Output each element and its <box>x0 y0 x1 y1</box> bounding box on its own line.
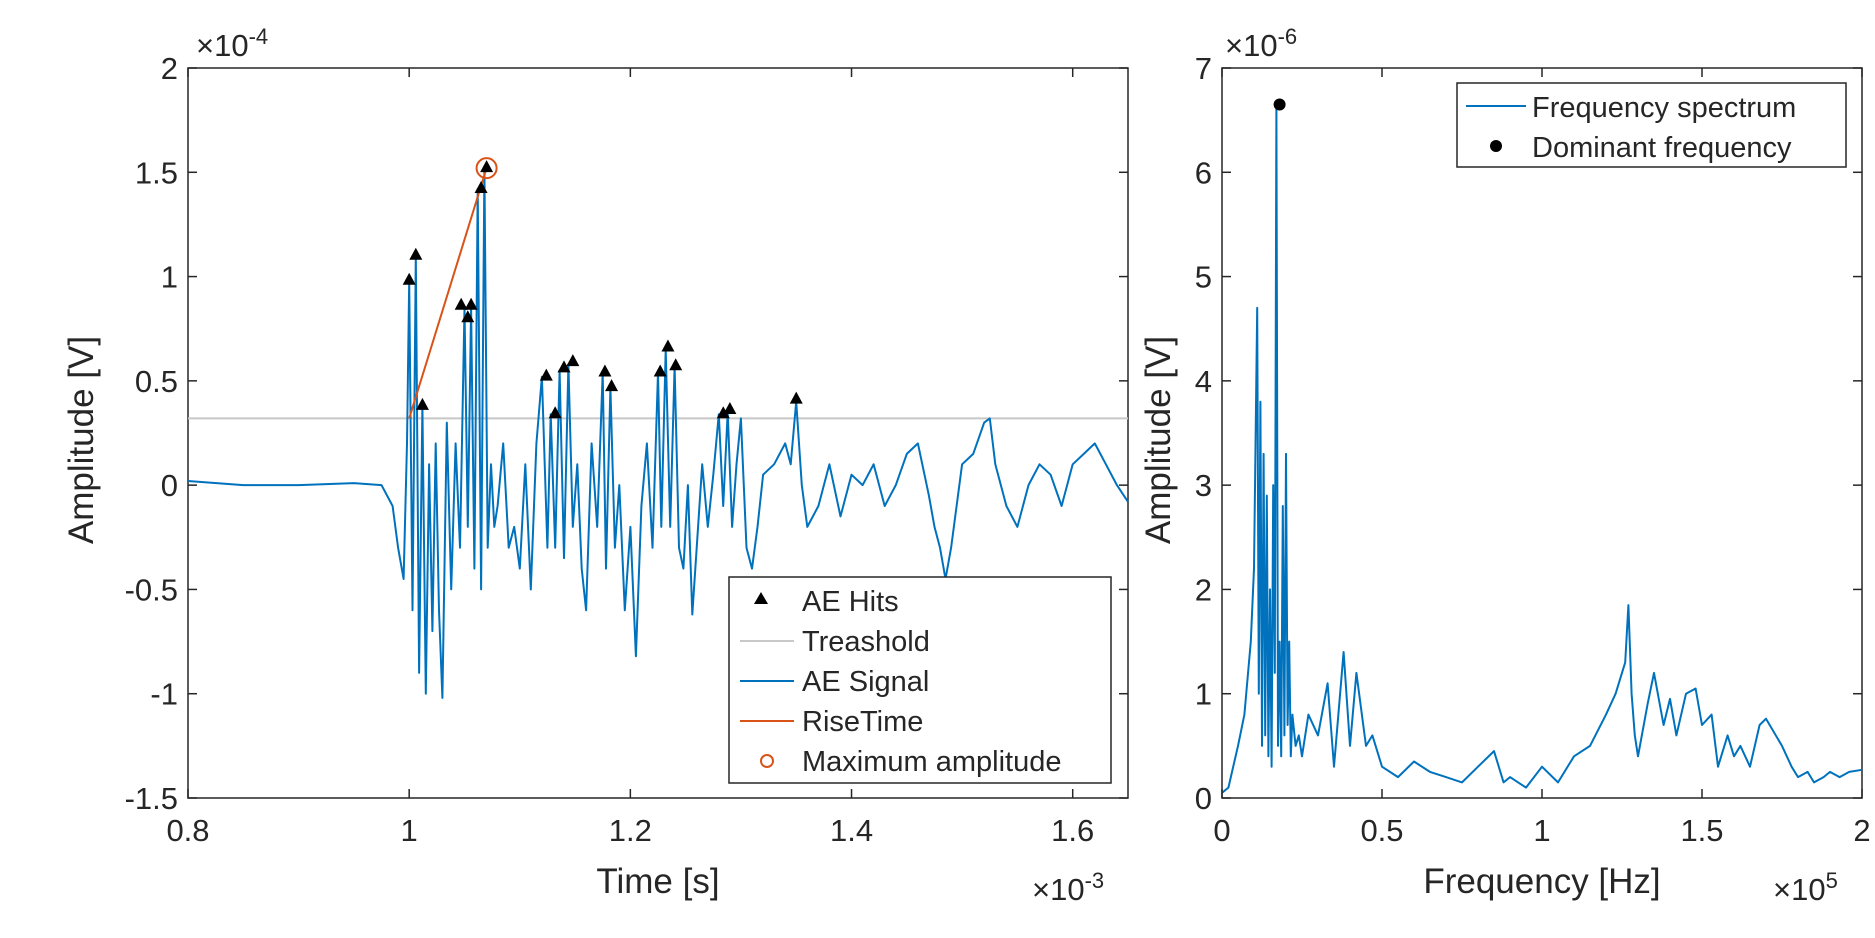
plot2-y-tick-label: 3 <box>1195 468 1212 503</box>
plot1-x-tick-label: 0.8 <box>166 813 209 848</box>
legend-ae-signal-label: AE Signal <box>802 666 929 698</box>
ae-hit-marker <box>402 272 416 285</box>
plot1-y-tick-label: -0.5 <box>125 572 178 607</box>
legend-dominant-frequency-marker <box>1490 140 1502 152</box>
ae-hit-marker <box>669 358 683 371</box>
dominant-frequency-marker <box>1273 98 1286 111</box>
ae-hit-marker <box>539 368 553 381</box>
legend-ae-hits-label: AE Hits <box>802 586 899 618</box>
plot1-y-tick-label: 0 <box>161 468 178 503</box>
ae-hit-marker <box>716 406 730 419</box>
plot1-x-tick-label: 1.6 <box>1051 813 1094 848</box>
legend-risetime-label: RiseTime <box>802 706 923 738</box>
plot2-y-tick-label: 7 <box>1195 51 1212 86</box>
ae-hit-marker <box>409 247 423 260</box>
risetime-line <box>408 167 488 419</box>
ae-signal-line <box>187 167 1129 699</box>
plot1-x-exponent: ×10-3 <box>1032 868 1104 907</box>
plot2-axes-box <box>1221 67 1863 799</box>
plot2-y-tick-label: 2 <box>1195 572 1212 607</box>
ae-hit-marker <box>557 360 571 373</box>
plot2-x-axis-label: Frequency [Hz] <box>1423 862 1660 901</box>
frequency-spectrum-plot: 0 0.5 1 1.5 2 0 1 2 3 4 5 6 7 ×10-6 ×105 Frequency [… <box>1139 24 1871 907</box>
plot2-y-tick-label: 1 <box>1195 677 1212 712</box>
legend-frequency-spectrum-label: Frequency spectrum <box>1532 92 1796 124</box>
plot2-x-tick-label: 2 <box>1853 813 1870 848</box>
plot2-y-tick-label: 6 <box>1195 155 1212 190</box>
plot1-y-tick-label: 0.5 <box>135 364 178 399</box>
legend-dominant-frequency-label: Dominant frequency <box>1532 132 1792 164</box>
maximum-amplitude-marker <box>475 157 498 180</box>
plot2-y-axis-label: Amplitude [V] <box>1139 336 1178 544</box>
ae-hit-marker <box>598 364 612 377</box>
plot1-y-exponent: ×10-4 <box>196 24 268 63</box>
ae-hit-marker <box>474 180 488 193</box>
ae-hit-marker <box>789 391 803 404</box>
ae-hit-marker <box>723 402 737 415</box>
ae-hit-marker <box>480 160 494 173</box>
ae-hit-marker <box>415 397 429 410</box>
ae-hit-marker <box>548 406 562 419</box>
plot1-x-tick-label: 1 <box>401 813 418 848</box>
plot2-legend-box <box>1456 82 1847 168</box>
plot2-x-tick-label: 0 <box>1213 813 1230 848</box>
plot1-y-tick-label: 2 <box>161 51 178 86</box>
plot2-x-tick-label: 0.5 <box>1360 813 1403 848</box>
plot2-y-tick-label: 0 <box>1195 781 1212 816</box>
plot1-x-tick-label: 1.4 <box>830 813 873 848</box>
ae-hit-marker <box>464 297 478 310</box>
plot1-ticks-layer: 0.8 1 1.2 1.4 1.6 -1.5 -1 -0.5 0 0.5 1 1.5 2 <box>125 51 1128 848</box>
ae-signal-plot: 0.8 1 1.2 1.4 1.6 -1.5 -1 -0.5 0 0.5 1 1.5 2 ×10-4 ×… <box>62 24 1129 907</box>
plot1-x-tick-label: 1.2 <box>609 813 652 848</box>
plot2-y-tick-label: 5 <box>1195 260 1212 295</box>
plot2-x-exponent: ×105 <box>1773 868 1838 907</box>
legend-maximum-amplitude-marker <box>760 754 774 768</box>
plot1-y-axis-label: Amplitude [V] <box>62 336 101 544</box>
ae-hit-marker <box>566 354 580 367</box>
plot1-x-axis-label: Time [s] <box>596 862 719 901</box>
plot2-y-exponent: ×10-6 <box>1225 24 1297 63</box>
plot1-legend: AE Hits Treashold AE Signal RiseTime Max… <box>728 576 1112 784</box>
ae-hit-marker <box>661 339 675 352</box>
legend-ae-hits-marker <box>754 592 768 604</box>
plot2-y-tick-label: 4 <box>1195 364 1212 399</box>
ae-hit-marker <box>461 310 475 323</box>
frequency-spectrum-line <box>1221 103 1863 794</box>
plot1-y-tick-label: 1.5 <box>135 155 178 190</box>
ae-hit-marker <box>653 364 667 377</box>
plot1-y-tick-label: -1.5 <box>125 781 178 816</box>
legend-maximum-amplitude-label: Maximum amplitude <box>802 746 1061 778</box>
plot2-legend: Frequency spectrum Dominant frequency <box>1456 82 1847 168</box>
ae-hit-marker <box>454 297 468 310</box>
plot1-y-tick-label: -1 <box>150 677 178 712</box>
ae-hit-marker <box>605 379 619 392</box>
plot2-x-tick-label: 1 <box>1533 813 1550 848</box>
legend-threshold-label: Treashold <box>802 626 930 658</box>
plot1-series-layer <box>187 157 1129 699</box>
plot2-ticks-layer: 0 0.5 1 1.5 2 0 1 2 3 4 5 6 7 <box>1195 51 1871 848</box>
plot2-series-layer <box>1221 98 1863 794</box>
plot1-y-tick-label: 1 <box>161 260 178 295</box>
plot2-x-tick-label: 1.5 <box>1680 813 1723 848</box>
